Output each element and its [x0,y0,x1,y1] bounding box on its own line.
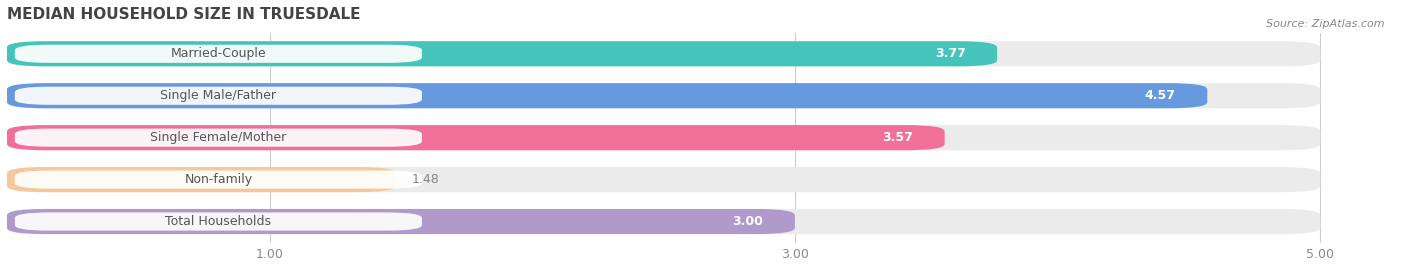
FancyBboxPatch shape [15,170,422,189]
Text: Non-family: Non-family [184,173,253,186]
FancyBboxPatch shape [7,41,997,66]
Text: 3.00: 3.00 [733,215,763,228]
FancyBboxPatch shape [15,87,422,105]
FancyBboxPatch shape [15,213,422,230]
FancyBboxPatch shape [7,125,945,150]
FancyBboxPatch shape [15,45,422,63]
Text: Total Households: Total Households [166,215,271,228]
Text: Single Male/Father: Single Male/Father [160,89,277,102]
FancyBboxPatch shape [7,41,1320,66]
FancyBboxPatch shape [7,167,1320,192]
Text: MEDIAN HOUSEHOLD SIZE IN TRUESDALE: MEDIAN HOUSEHOLD SIZE IN TRUESDALE [7,7,360,22]
FancyBboxPatch shape [7,167,395,192]
FancyBboxPatch shape [7,83,1208,108]
FancyBboxPatch shape [7,209,794,234]
FancyBboxPatch shape [7,209,1320,234]
FancyBboxPatch shape [15,129,422,147]
Text: Single Female/Mother: Single Female/Mother [150,131,287,144]
Text: Source: ZipAtlas.com: Source: ZipAtlas.com [1267,19,1385,29]
Text: 3.57: 3.57 [882,131,912,144]
FancyBboxPatch shape [7,83,1320,108]
Text: Married-Couple: Married-Couple [170,47,266,60]
Text: 3.77: 3.77 [935,47,966,60]
FancyBboxPatch shape [7,125,1320,150]
Text: 4.57: 4.57 [1144,89,1175,102]
Text: 1.48: 1.48 [412,173,439,186]
